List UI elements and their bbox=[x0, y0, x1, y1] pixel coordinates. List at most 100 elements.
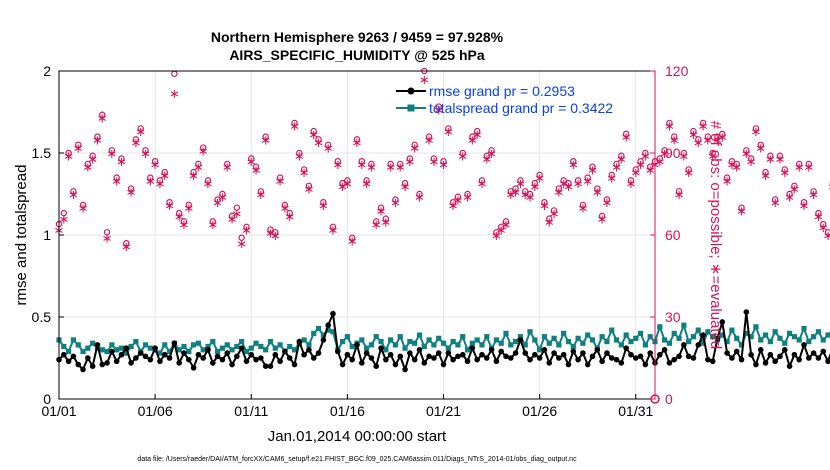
totalspread-point bbox=[258, 343, 264, 350]
obs-evaluated-point: ∗ bbox=[611, 161, 622, 176]
totalspread-point bbox=[166, 348, 173, 355]
rmse-point bbox=[512, 350, 519, 356]
rmse-point bbox=[705, 356, 711, 363]
obs-possible-point bbox=[435, 103, 442, 110]
obs-possible-point bbox=[656, 155, 664, 162]
obs-evaluated-point: ∗ bbox=[539, 199, 550, 214]
obs-evaluated-point: ∗ bbox=[414, 191, 425, 206]
obs-possible-point bbox=[60, 209, 68, 217]
obs-evaluated-point: ∗ bbox=[813, 210, 824, 225]
obs-evaluated-point: ∗ bbox=[770, 196, 781, 211]
obs-evaluated-point: ∗ bbox=[601, 196, 612, 211]
obs-evaluated-point: ∗ bbox=[140, 147, 151, 162]
obs-evaluated-point: ∗ bbox=[92, 133, 103, 148]
rmse-point bbox=[80, 366, 86, 373]
rmse-point bbox=[152, 345, 158, 351]
obs-possible-point bbox=[546, 215, 553, 222]
obs-possible-point bbox=[94, 133, 101, 140]
totalspread-point bbox=[210, 339, 216, 345]
obs-evaluated-point: ∗ bbox=[635, 158, 646, 173]
y-axis-right-label: # of obs: o=possible; ∗=evaluated bbox=[707, 121, 724, 350]
rmse-point bbox=[286, 355, 293, 361]
obs-evaluated-point: ∗ bbox=[150, 158, 161, 173]
totalspread-point bbox=[503, 330, 509, 336]
obs-possible-point bbox=[142, 147, 149, 154]
rmse-point bbox=[70, 353, 77, 360]
rmse-point bbox=[647, 350, 653, 356]
obs-evaluated-point: ∗ bbox=[486, 147, 497, 162]
y-tick-label: 2 bbox=[43, 63, 51, 79]
obs-possible-point bbox=[565, 179, 572, 187]
obs-evaluated-point: ∗ bbox=[227, 213, 238, 228]
totalspread-point bbox=[436, 335, 442, 341]
obs-possible-point bbox=[228, 212, 236, 220]
obs-evaluated-point: ∗ bbox=[97, 111, 108, 126]
obs-possible-point bbox=[555, 185, 563, 192]
totalspread-point bbox=[561, 330, 567, 336]
obs-evaluated-point: ∗ bbox=[525, 191, 536, 206]
obs-possible-point bbox=[238, 234, 245, 241]
totalspread-point bbox=[580, 340, 586, 346]
totalspread-point bbox=[513, 339, 519, 345]
obs-evaluated-point: ∗ bbox=[731, 161, 742, 176]
obs-possible-point bbox=[680, 149, 688, 157]
y-right-tick-label: 30 bbox=[665, 309, 681, 325]
obs-possible-point bbox=[526, 190, 534, 198]
obs-evaluated-point: ∗ bbox=[549, 207, 560, 222]
legend-rmse-label: rmse grand pr = 0.2953 bbox=[429, 83, 575, 99]
totalspread-point bbox=[762, 332, 769, 338]
obs-possible-point bbox=[276, 174, 284, 181]
totalspread-point bbox=[666, 340, 673, 346]
obs-evaluated-point: ∗ bbox=[515, 177, 526, 192]
totalspread-point bbox=[647, 334, 653, 340]
obs-evaluated-point: ∗ bbox=[746, 155, 757, 170]
obs-possible-point bbox=[671, 133, 678, 140]
obs-possible-point bbox=[522, 188, 529, 195]
totalspread-point bbox=[330, 329, 336, 335]
totalspread-point bbox=[215, 348, 221, 355]
obs-evaluated-point: ∗ bbox=[308, 128, 319, 143]
rmse-point bbox=[685, 353, 692, 360]
obs-possible-point bbox=[281, 201, 289, 209]
obs-evaluated-point: ∗ bbox=[135, 125, 146, 140]
obs-possible-point bbox=[454, 193, 462, 200]
x-axis-label: Jan.01,2014 00:00:00 start bbox=[268, 428, 447, 445]
obs-possible-point bbox=[171, 70, 178, 77]
obs-evaluated-point: ∗ bbox=[592, 185, 603, 200]
totalspread-point bbox=[623, 332, 629, 338]
totalspread-point bbox=[609, 327, 615, 333]
totalspread-point bbox=[791, 334, 797, 340]
obs-evaluated-point: ∗ bbox=[255, 188, 266, 203]
totalspread-point bbox=[388, 337, 394, 343]
rmse-point bbox=[435, 350, 442, 356]
obs-possible-point bbox=[800, 198, 808, 206]
rmse-point bbox=[676, 353, 682, 360]
obs-evaluated-point: ∗ bbox=[294, 150, 305, 165]
obs-evaluated-point: ∗ bbox=[106, 147, 117, 162]
rmse-point bbox=[580, 350, 586, 356]
obs-evaluated-point: ∗ bbox=[510, 185, 521, 200]
obs-possible-point bbox=[570, 157, 577, 165]
totalspread-point bbox=[498, 340, 504, 346]
obs-evaluated-point: ∗ bbox=[284, 210, 295, 225]
obs-possible-point bbox=[324, 141, 332, 148]
rmse-point bbox=[118, 351, 125, 358]
obs-evaluated-point: ∗ bbox=[568, 158, 579, 173]
rmse-point bbox=[291, 361, 298, 368]
totalspread-point bbox=[777, 335, 783, 341]
rmse-point bbox=[527, 356, 533, 363]
rmse-point bbox=[618, 360, 625, 366]
totalspread-point bbox=[118, 345, 125, 351]
obs-possible-point bbox=[608, 171, 615, 179]
obs-possible-point bbox=[594, 185, 601, 192]
obs-evaluated-point: ∗ bbox=[404, 155, 415, 170]
totalspread-point bbox=[825, 332, 830, 338]
totalspread-point bbox=[80, 348, 86, 355]
totalspread-point bbox=[70, 337, 77, 343]
rmse-point bbox=[214, 353, 221, 360]
rmse-point bbox=[339, 361, 346, 368]
x-tick-label: 01/31 bbox=[618, 403, 653, 419]
totalspread-point bbox=[157, 350, 163, 356]
obs-possible-point bbox=[382, 215, 390, 222]
